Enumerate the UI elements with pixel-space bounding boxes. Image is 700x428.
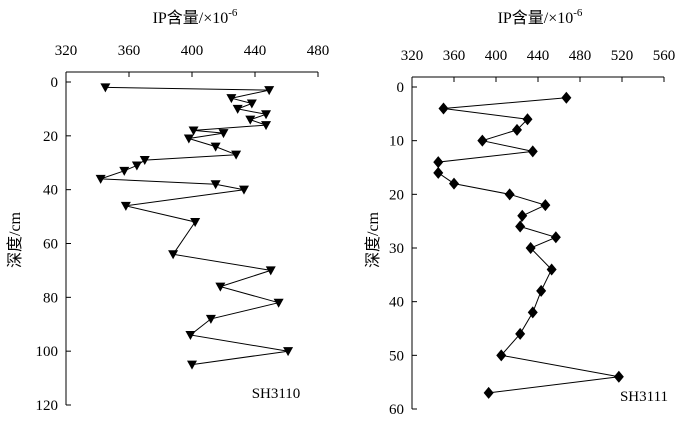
y-axis-title: 深度/cm	[6, 211, 24, 268]
y-tick-label: 60	[43, 237, 58, 253]
data-point	[247, 100, 257, 109]
y-tick-label: 40	[43, 183, 58, 199]
y-tick-label: 80	[43, 290, 58, 306]
y-tick-label: 0	[51, 75, 59, 91]
y-tick-label: 100	[36, 344, 59, 360]
data-point	[261, 110, 271, 119]
x-tick-label: 520	[611, 48, 634, 64]
data-point	[528, 145, 538, 157]
y-tick-label: 40	[389, 295, 404, 311]
data-point	[528, 306, 538, 318]
data-point	[140, 156, 150, 165]
data-point	[184, 135, 194, 144]
data-point	[477, 135, 487, 147]
data-point	[433, 167, 443, 179]
panel-label: SH3111	[620, 389, 668, 405]
data-point	[561, 92, 571, 104]
data-point	[551, 231, 561, 243]
data-point	[515, 221, 525, 233]
x-tick-label: 480	[569, 48, 592, 64]
x-tick-label: 440	[527, 48, 550, 64]
data-point	[132, 161, 142, 170]
y-tick-label: 30	[389, 241, 404, 257]
x-axis-title: IP含量/×10-6	[153, 7, 238, 27]
data-point	[211, 143, 221, 152]
x-tick-label: 440	[244, 43, 267, 59]
data-point	[517, 210, 527, 222]
x-tick-label: 360	[118, 43, 141, 59]
x-axis-title: IP含量/×10-6	[498, 7, 583, 27]
y-tick-label: 120	[36, 398, 59, 414]
data-point	[190, 218, 200, 227]
data-point	[540, 199, 550, 211]
y-axis-title: 深度/cm	[364, 211, 382, 268]
data-point	[187, 361, 197, 370]
x-tick-label: 560	[653, 48, 676, 64]
panel-label: SH3110	[252, 386, 301, 402]
data-point	[536, 285, 546, 297]
data-point	[484, 387, 494, 399]
data-point	[245, 116, 255, 125]
chart-canvas: 320 360 400 440 480020406080100120IP含量/×10-6…	[0, 0, 700, 428]
data-point	[505, 188, 515, 200]
x-tick-label: 320	[55, 43, 78, 59]
data-point	[614, 371, 624, 383]
y-tick-label: 20	[43, 129, 58, 145]
y-tick-label: 60	[389, 402, 404, 418]
y-tick-label: 10	[389, 134, 404, 150]
data-point	[433, 156, 443, 168]
data-point	[449, 178, 459, 190]
x-tick-label: 400	[485, 48, 508, 64]
data-point	[119, 167, 129, 176]
x-tick-label: 400	[181, 43, 204, 59]
chart-panel-1: 320 360 400 440 480 0 20 40 60 80 100 120 IP含量/×10-6…	[6, 7, 329, 414]
y-tick-label: 20	[389, 187, 404, 203]
data-point	[266, 266, 276, 275]
data-point	[206, 315, 216, 324]
data-point	[439, 102, 449, 114]
y-tick-label: 0	[397, 80, 405, 96]
x-tick-label: 360	[443, 48, 466, 64]
x-tick-label: 320	[401, 48, 424, 64]
y-tick-label: 50	[389, 348, 404, 364]
x-tick-label: 480	[307, 43, 330, 59]
chart-panel-2: 320 360 400 440 480 520 560 0 10 20 30 40 50 60 IP含量/×…	[364, 7, 675, 418]
